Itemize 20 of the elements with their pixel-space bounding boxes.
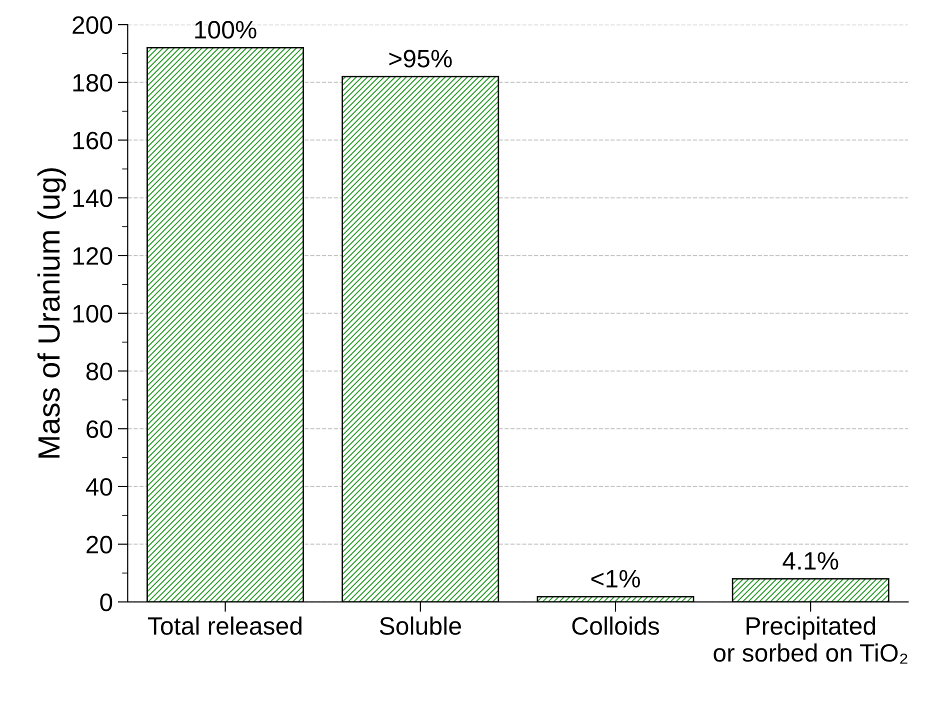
- y-tick-label: 200: [72, 16, 112, 34]
- annotation: 100%: [195, 20, 256, 39]
- x-tick-label: Total released: [148, 616, 302, 635]
- y-tick-label: 20: [86, 536, 112, 554]
- annotation: >95%: [389, 50, 452, 68]
- y-tick-label: 40: [86, 478, 112, 496]
- y-tick-label: 60: [86, 420, 112, 438]
- y-tick-label: 160: [73, 132, 112, 150]
- y-tick-label: 80: [86, 362, 112, 380]
- x-tick-label: Colloids: [572, 616, 660, 635]
- y-tick-label: 100: [73, 304, 112, 323]
- y-tick-label: 0: [100, 594, 112, 612]
- y-tick-label: 140: [73, 189, 112, 208]
- y-tick-label: 120: [73, 247, 112, 265]
- y-axis-title: Mass of Uranium (ug): [37, 168, 66, 458]
- annotation: 4.1%: [782, 552, 838, 570]
- x-tick-label: Soluble: [380, 616, 461, 635]
- annotation: <1%: [591, 570, 640, 588]
- y-tick-label: 180: [73, 74, 112, 92]
- x-tick-label: Precipitated or sorbed on TiO₂: [714, 616, 908, 664]
